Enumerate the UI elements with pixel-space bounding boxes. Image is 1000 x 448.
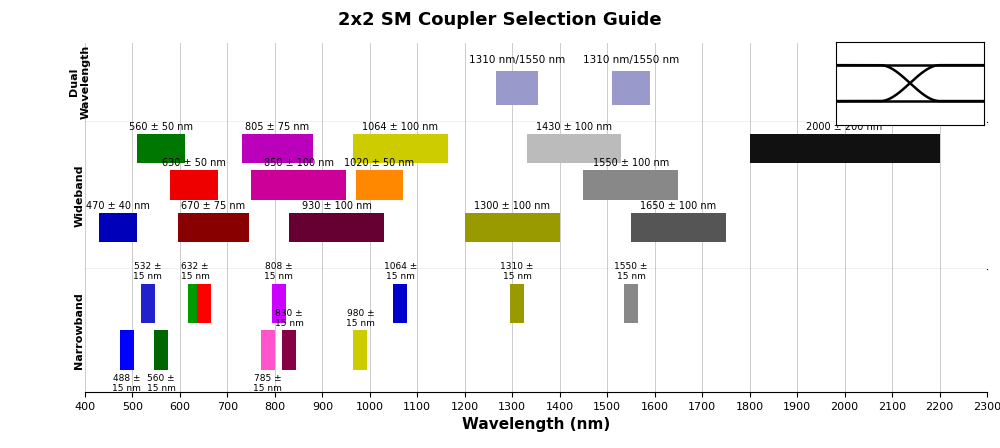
Y-axis label: Narrowband: Narrowband [74,292,84,369]
Bar [188,284,202,323]
Text: 560 ±
15 nm: 560 ± 15 nm [147,374,175,393]
Bar [353,134,448,163]
Text: 1310 nm/1550 nm: 1310 nm/1550 nm [469,55,565,65]
Bar [496,71,538,104]
Bar [197,284,211,323]
Bar [631,213,726,242]
Text: 1310 nm/1550 nm: 1310 nm/1550 nm [583,55,679,65]
Bar [137,134,185,163]
Text: 1300 ± 100 nm: 1300 ± 100 nm [474,201,550,211]
Text: 1064 ± 100 nm: 1064 ± 100 nm [362,121,438,132]
Text: 1550 ±
15 nm: 1550 ± 15 nm [614,262,648,281]
Y-axis label: Wideband: Wideband [74,164,84,227]
Bar [251,170,346,200]
Text: 488 ±
15 nm: 488 ± 15 nm [112,374,141,393]
Text: 1430 ± 100 nm: 1430 ± 100 nm [536,121,612,132]
Text: 1310 ±
15 nm: 1310 ± 15 nm [500,262,534,281]
Text: 1550 ± 100 nm: 1550 ± 100 nm [593,158,669,168]
Bar [154,331,168,370]
Bar [356,170,403,200]
Bar [242,134,313,163]
Bar [624,284,638,323]
Bar [261,331,275,370]
Text: 2x2 SM Coupler Selection Guide: 2x2 SM Coupler Selection Guide [338,11,662,29]
Bar [178,213,249,242]
Bar [272,284,286,323]
Text: 1650 ± 100 nm: 1650 ± 100 nm [640,201,716,211]
Bar [141,284,155,323]
Bar [393,284,407,323]
Bar [750,134,940,163]
Text: 532 ±
15 nm: 532 ± 15 nm [133,262,162,281]
Text: 930 ± 100 nm: 930 ± 100 nm [302,201,372,211]
Text: 630 ± 50 nm: 630 ± 50 nm [162,158,226,168]
Text: 808 ±
15 nm: 808 ± 15 nm [264,262,293,281]
Text: 1020 ± 50 nm: 1020 ± 50 nm [344,158,414,168]
Bar [583,170,678,200]
Bar [510,284,524,323]
Y-axis label: Dual
Wavelength: Dual Wavelength [69,45,90,120]
Bar [289,213,384,242]
Text: 560 ± 50 nm: 560 ± 50 nm [129,121,193,132]
Text: 1064 ±
15 nm: 1064 ± 15 nm [384,262,417,281]
Text: 785 ±
15 nm: 785 ± 15 nm [253,374,282,393]
Bar [527,134,621,163]
Text: 980 ±
15 nm: 980 ± 15 nm [346,309,375,328]
Bar [612,71,650,104]
Text: 470 ± 40 nm: 470 ± 40 nm [86,201,150,211]
Bar [353,331,367,370]
Text: 670 ± 75 nm: 670 ± 75 nm [181,201,245,211]
Text: 850 ± 100 nm: 850 ± 100 nm [264,158,334,168]
Bar [170,170,218,200]
Text: 805 ± 75 nm: 805 ± 75 nm [245,121,309,132]
Text: 632 ±
15 nm: 632 ± 15 nm [181,262,210,281]
Bar [120,331,134,370]
Text: 2000 ± 200 nm: 2000 ± 200 nm [806,121,883,132]
Text: 830 ±
15 nm: 830 ± 15 nm [275,309,304,328]
X-axis label: Wavelength (nm): Wavelength (nm) [462,417,610,432]
Bar [282,331,296,370]
Bar [465,213,560,242]
Bar [99,213,137,242]
